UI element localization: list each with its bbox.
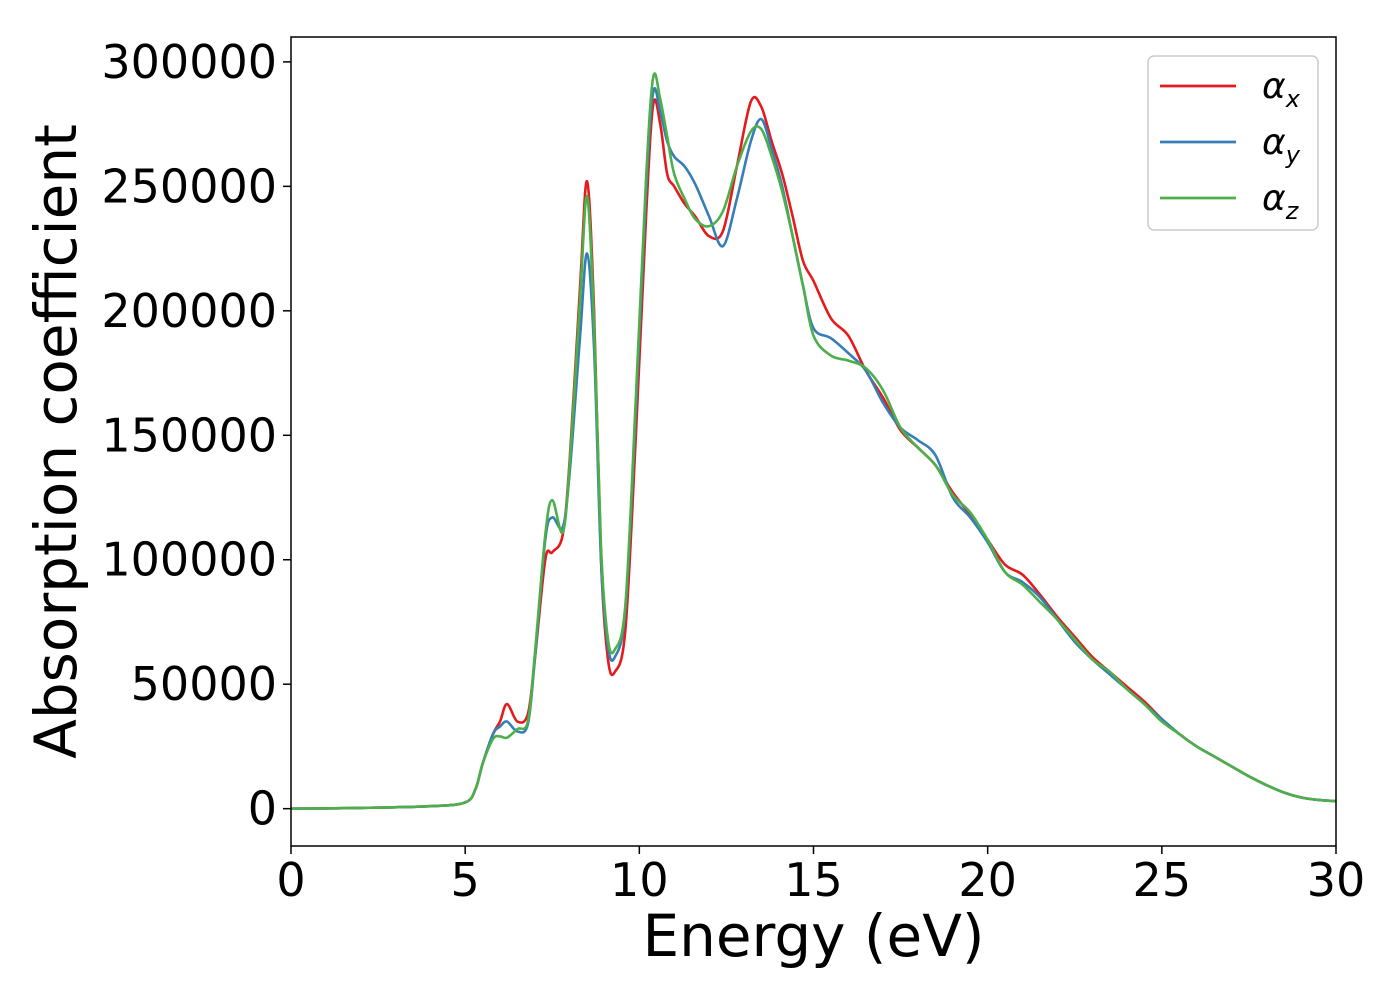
x-axis: 0 5 10 15 20 25 30 (276, 846, 1365, 907)
legend-label-z: αz (1262, 178, 1300, 225)
x-tick-label: 5 (451, 853, 480, 907)
y-tick-label: 300000 (101, 35, 277, 89)
y-tick-label: 150000 (101, 408, 277, 462)
x-axis-title: Energy (eV) (642, 902, 984, 970)
legend-label-base: α (1262, 66, 1286, 107)
legend-label-subscript: z (1285, 197, 1300, 225)
y-tick-label: 100000 (101, 533, 277, 587)
y-axis: 0 50000 100000 150000 200000 250000 300000 (101, 35, 291, 836)
series-line-z (291, 72, 1336, 810)
x-tick-label: 0 (276, 853, 305, 907)
legend-label-base: α (1262, 178, 1286, 219)
legend-label-y: αy (1262, 122, 1301, 169)
y-tick-label: 0 (248, 782, 277, 836)
x-tick-label: 15 (784, 853, 843, 907)
x-tick-label: 30 (1307, 853, 1366, 907)
y-tick-label: 50000 (131, 657, 277, 711)
legend-label-subscript: x (1285, 85, 1301, 113)
x-tick-label: 20 (958, 853, 1017, 907)
legend-label-x: αx (1262, 66, 1301, 113)
legend-label-subscript: y (1285, 141, 1301, 169)
y-tick-label: 200000 (101, 284, 277, 338)
y-tick-label: 250000 (101, 159, 277, 213)
x-tick-label: 10 (610, 853, 669, 907)
y-axis-title: Absorption coefficient (22, 124, 90, 759)
legend-label-base: α (1262, 122, 1286, 163)
x-tick-label: 25 (1133, 853, 1192, 907)
plot-lines (291, 72, 1336, 810)
